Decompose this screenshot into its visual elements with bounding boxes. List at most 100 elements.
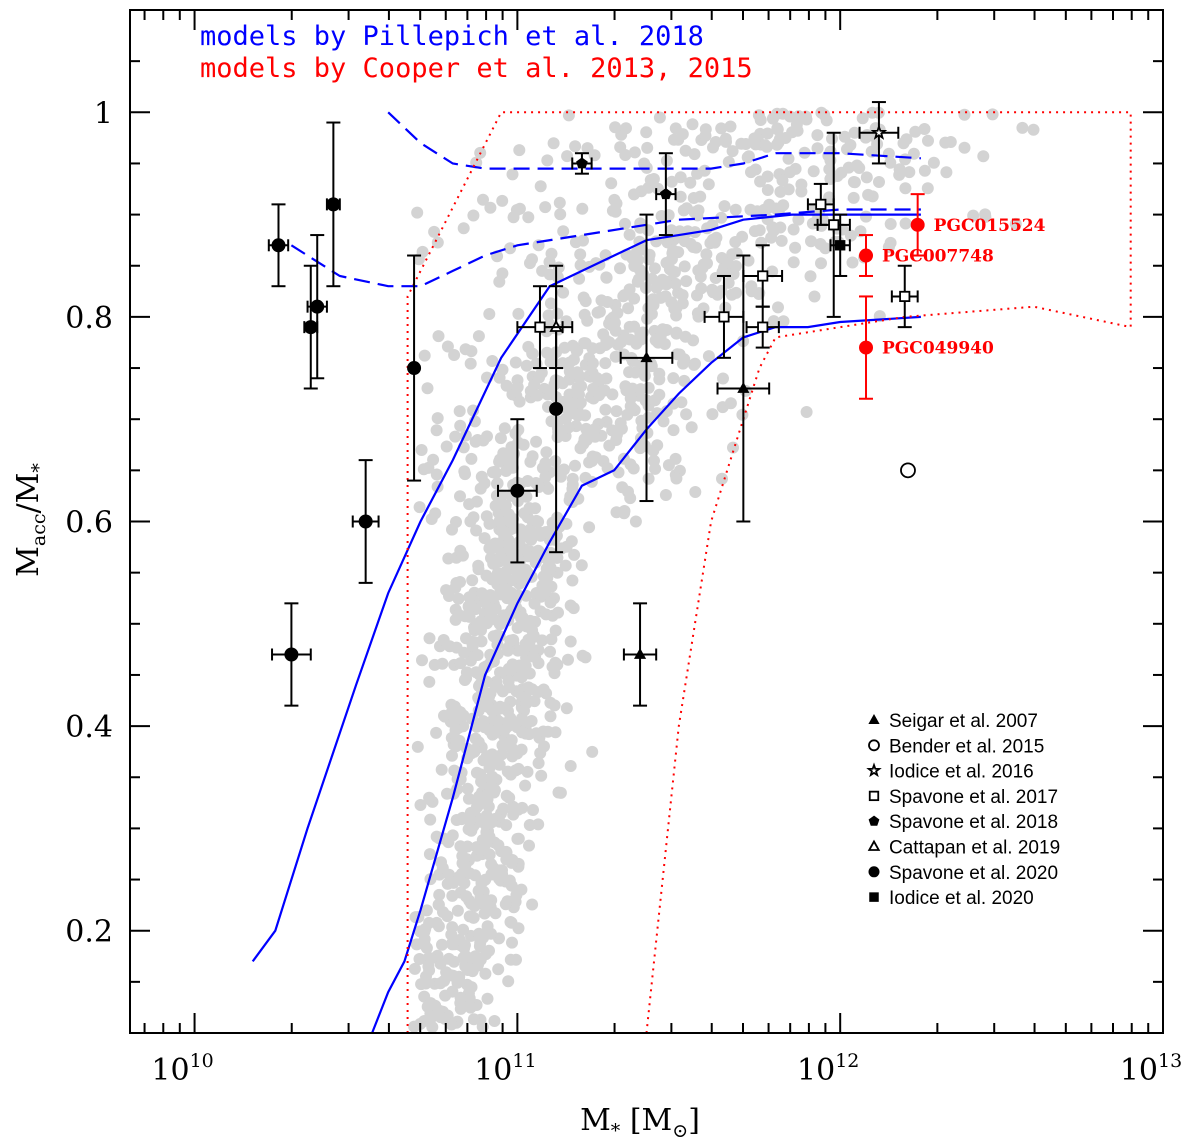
simulation-point xyxy=(465,452,478,465)
simulation-point xyxy=(488,786,500,799)
simulation-point xyxy=(583,521,596,534)
simulation-point xyxy=(668,133,680,146)
simulation-point xyxy=(763,198,776,211)
simulation-point xyxy=(448,764,461,777)
simulation-point xyxy=(435,856,447,869)
simulation-point xyxy=(660,324,673,336)
x-tick-exponent: 12 xyxy=(835,1050,859,1072)
simulation-point xyxy=(777,315,790,328)
simulation-point xyxy=(567,602,580,615)
simulation-point xyxy=(860,171,873,184)
simulation-point xyxy=(522,681,535,694)
simulation-point xyxy=(490,704,503,717)
simulation-point xyxy=(815,257,827,270)
observations-layer xyxy=(267,101,925,707)
pillepich-line-1 xyxy=(251,213,921,963)
simulation-point xyxy=(921,182,934,195)
simulation-point xyxy=(977,150,990,163)
simulation-point xyxy=(433,888,446,901)
pgc-galaxies-point xyxy=(910,217,925,232)
simulation-point xyxy=(648,262,661,275)
simulation-point xyxy=(605,177,618,190)
x-tick-label: 1012 xyxy=(797,1050,859,1088)
simulation-point xyxy=(466,640,479,652)
simulation-point xyxy=(782,183,795,196)
y-tick-value: 0.2 xyxy=(65,915,113,950)
spavone-et-al-2020-point xyxy=(326,197,341,212)
simulation-point xyxy=(472,563,485,576)
simulation-point xyxy=(563,365,576,378)
simulation-point xyxy=(623,228,636,241)
simulation-point xyxy=(454,419,467,432)
simulation-point xyxy=(702,350,715,363)
simulation-point xyxy=(745,280,758,293)
simulation-point xyxy=(761,170,774,183)
simulation-point xyxy=(480,510,493,523)
simulation-point xyxy=(716,472,728,485)
simulation-point xyxy=(446,749,458,762)
simulation-point xyxy=(542,309,555,322)
simulation-point xyxy=(474,482,487,495)
simulation-point xyxy=(564,760,577,772)
simulation-point xyxy=(423,791,436,804)
simulation-point xyxy=(524,257,536,270)
simulation-point xyxy=(504,242,517,255)
simulation-point xyxy=(535,366,548,379)
x-axis-title: M* [M⊙] xyxy=(580,1103,700,1142)
simulation-point xyxy=(922,134,934,147)
simulation-point xyxy=(432,330,445,343)
simulation-point xyxy=(581,142,594,155)
simulation-point xyxy=(471,649,484,661)
simulation-point xyxy=(844,139,857,151)
simulation-point xyxy=(753,224,766,237)
simulation-point xyxy=(513,555,526,568)
annotation-label: PGC049940 xyxy=(882,339,994,359)
simulation-point xyxy=(529,556,542,569)
simulation-point xyxy=(586,745,599,758)
simulation-point xyxy=(660,278,673,291)
spavone-et-al-2020-point xyxy=(271,238,286,253)
simulation-point xyxy=(544,384,556,397)
simulation-point xyxy=(657,415,670,428)
x-tick-base: 10 xyxy=(797,1053,835,1088)
simulation-point xyxy=(680,408,693,421)
simulation-point xyxy=(706,408,719,421)
simulation-point xyxy=(454,490,466,503)
bender-et-al-2015-point xyxy=(900,462,916,479)
simulation-point xyxy=(479,837,492,850)
simulation-point xyxy=(417,463,430,476)
simulation-point xyxy=(494,588,507,601)
simulation-point xyxy=(527,804,539,816)
y-tick-value: 0.8 xyxy=(65,301,113,336)
simulation-point xyxy=(446,889,459,902)
simulation-point xyxy=(859,131,872,144)
simulation-point xyxy=(579,337,592,350)
simulation-point xyxy=(504,460,517,472)
model-legend-text: models by Cooper et al. 2013, 2015 xyxy=(200,53,753,84)
simulation-point xyxy=(641,141,654,154)
simulation-point xyxy=(650,281,663,294)
model-legend-label: models by Cooper et al. 2013, 2015 xyxy=(200,53,753,84)
simulation-point xyxy=(489,467,502,480)
simulation-point xyxy=(459,859,472,872)
simulation-point xyxy=(447,876,460,889)
simulation-point xyxy=(454,657,467,670)
simulation-point xyxy=(729,236,742,248)
simulation-point xyxy=(472,884,485,897)
simulation-point xyxy=(540,608,552,621)
y-tick-label: 1 xyxy=(94,96,113,131)
simulation-point xyxy=(787,256,800,269)
simulation-point xyxy=(428,658,441,671)
simulation-point xyxy=(435,763,448,776)
simulation-point xyxy=(496,748,508,761)
simulation-point xyxy=(761,184,774,196)
simulation-point xyxy=(822,149,835,162)
simulation-point xyxy=(478,721,491,734)
simulation-point xyxy=(551,658,564,671)
simulation-point xyxy=(430,468,443,481)
simulation-point xyxy=(634,221,647,234)
spavone-et-al-2017-point xyxy=(757,321,769,333)
simulation-point xyxy=(553,196,566,209)
simulation-point xyxy=(432,920,445,933)
simulation-point xyxy=(531,389,544,402)
